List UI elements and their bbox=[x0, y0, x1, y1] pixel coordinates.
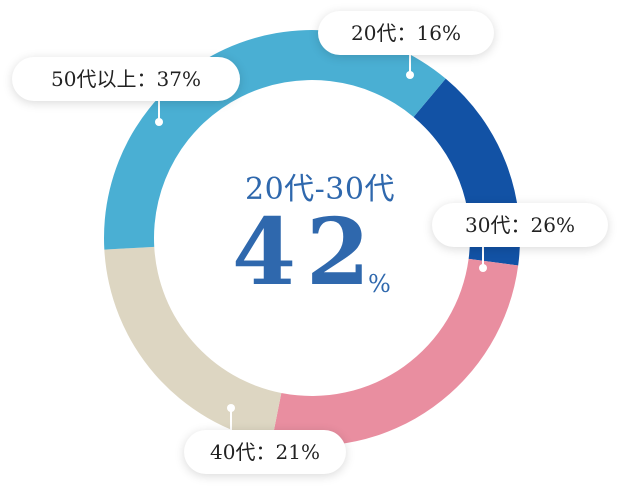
callout-20s: 20代：16% bbox=[318, 11, 494, 55]
center-unit: % bbox=[368, 270, 391, 298]
center-summary: 20代-30代 42 % bbox=[170, 160, 470, 320]
slice-30s bbox=[271, 258, 519, 446]
center-value: 42 bbox=[232, 198, 381, 306]
center-label: 20代-30代 bbox=[245, 172, 395, 207]
callout-30s: 30代：26% bbox=[432, 203, 608, 247]
dot-50s-plus bbox=[155, 118, 163, 126]
callout-50s-plus: 50代以上：37% bbox=[12, 57, 240, 101]
dot-30s bbox=[479, 264, 487, 272]
dot-20s bbox=[406, 71, 414, 79]
slice-40s bbox=[104, 246, 282, 443]
callout-40s: 40代：21% bbox=[184, 430, 346, 474]
dot-40s bbox=[227, 404, 235, 412]
